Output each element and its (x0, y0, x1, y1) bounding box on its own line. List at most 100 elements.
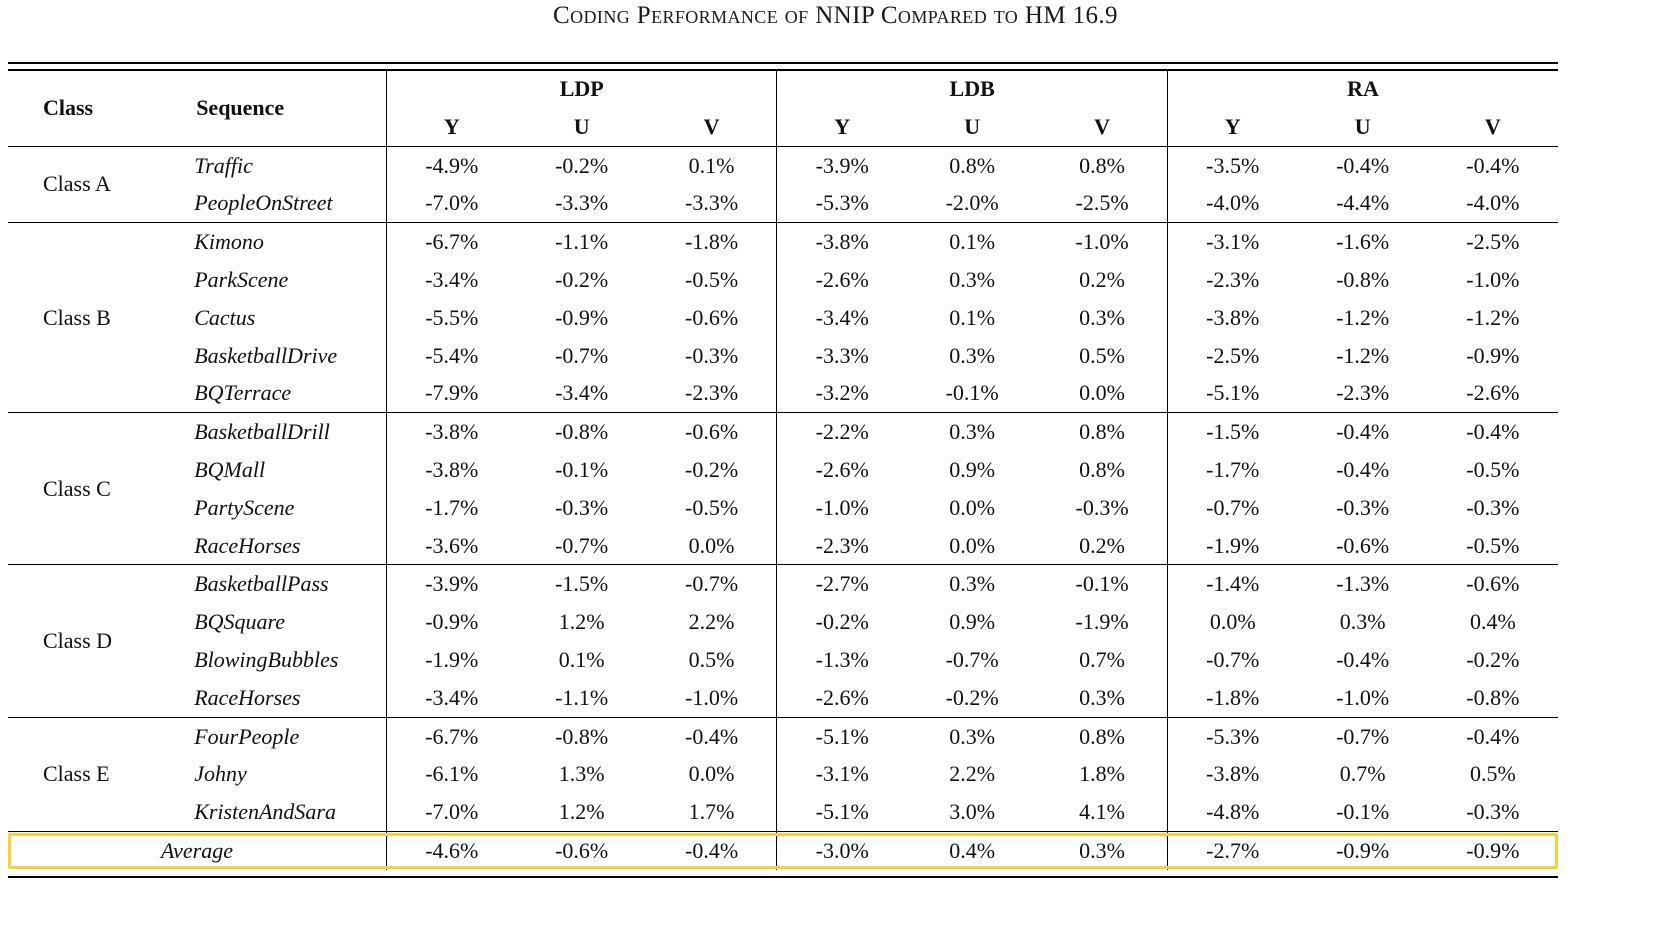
value-cell: -3.3% (776, 336, 908, 375)
table-row: RaceHorses -3.6% -0.7% 0.0% -2.3% 0.0% 0.2% -1.… (8, 526, 1558, 565)
value-cell: -3.4% (776, 298, 908, 337)
sequence-name: Johny (194, 761, 247, 787)
header-sequence: Sequence (196, 94, 285, 120)
average-value-cell: -0.4% (646, 830, 777, 870)
value-cell: 0.0% (688, 532, 735, 558)
table-row: Cactus -5.5% -0.9% -0.6% -3.4% 0.1% 0.3% -3.8% -… (8, 298, 1558, 337)
value-cell: -5.3% (776, 184, 908, 223)
value-cell: 0.8% (1037, 145, 1168, 185)
table-row: BQTerrace -7.9% -3.4% -2.3% -3.2% -0.1% 0.0% -5… (8, 374, 1558, 413)
value-cell: 0.0% (688, 761, 735, 787)
value-cell: -2.5% (1427, 222, 1558, 261)
value-cell: -1.8% (646, 222, 777, 261)
value-cell: 1.7% (688, 799, 735, 825)
table-row: BQMall -3.8% -0.1% -0.2% -2.6% 0.9% 0.8% -1.7% -… (8, 450, 1558, 489)
value-cell: -1.9% (1075, 609, 1129, 635)
value-cell: 0.8% (1037, 716, 1168, 756)
average-row: Average -4.6% -0.6% -0.4% -3.0% 0.4% 0.3% -2.7%… (8, 830, 1558, 870)
value-cell: 0.3% (949, 342, 996, 368)
value-cell: -2.5% (1166, 336, 1298, 375)
value-cell: -2.3% (1336, 380, 1390, 406)
value-cell: 1.8% (1079, 761, 1125, 787)
value-cell: -3.1% (1166, 222, 1298, 261)
header-group-ldp: LDP (385, 70, 777, 108)
value-cell: 0.9% (949, 609, 996, 635)
value-cell: -1.0% (1037, 222, 1168, 261)
sequence-name: Cactus (194, 304, 256, 330)
value-cell: -1.4% (1166, 564, 1298, 604)
value-cell: -0.4% (1427, 716, 1558, 756)
value-cell: 0.0% (949, 494, 996, 520)
table-row: Class B Kimono -6.7% -1.1% -1.8% -3.8% 0.1% -1.… (8, 222, 1558, 413)
average-value-cell: 0.4% (907, 830, 1038, 870)
sequence-name: Traffic (168, 145, 387, 185)
value-cell: -3.8% (385, 450, 517, 489)
value-cell: -2.6% (776, 678, 908, 718)
value-cell: 0.0% (949, 532, 996, 558)
sequence-name: Kimono (168, 222, 387, 261)
value-cell: -0.1% (1037, 564, 1168, 604)
value-cell: -0.3% (1336, 494, 1390, 520)
value-cell: -7.9% (385, 374, 517, 413)
value-cell: 0.7% (1079, 646, 1125, 672)
value-cell: -3.6% (385, 526, 517, 565)
value-cell: -0.4% (1297, 412, 1428, 451)
table-row: Class C BasketballDrill -3.8% -0.8% -0.6% -2.… (8, 412, 1558, 565)
value-cell: -3.8% (385, 412, 517, 451)
average-value-cell: -0.9% (1427, 830, 1558, 870)
value-cell: -0.9% (555, 304, 609, 330)
value-cell: -0.2% (945, 684, 999, 710)
sequence-name: BQSquare (194, 609, 286, 635)
value-cell: 2.2% (949, 761, 996, 787)
average-label: Average (8, 830, 387, 870)
value-cell: 3.0% (949, 799, 996, 825)
top-rule (8, 62, 1558, 64)
value-cell: -3.8% (1166, 755, 1298, 794)
value-cell: -0.9% (385, 603, 517, 641)
value-cell: 0.0% (1166, 603, 1298, 641)
value-cell: -4.4% (1336, 190, 1390, 216)
value-cell: 0.1% (949, 304, 996, 330)
header-ldp-y: Y (385, 107, 517, 147)
performance-table: Class Sequence LDP LDB RA Y U V Y U V Y … (8, 70, 1558, 870)
table-row: ParkScene -3.4% -0.2% -0.5% -2.6% 0.3% 0.2% -2.… (8, 260, 1558, 299)
value-cell: -6.7% (385, 716, 517, 756)
sequence-name: BQMall (194, 456, 266, 482)
value-cell: -2.0% (945, 190, 999, 216)
value-cell: 0.3% (907, 564, 1038, 604)
value-cell: -0.5% (685, 494, 739, 520)
value-cell: 0.9% (949, 456, 996, 482)
value-cell: -3.9% (385, 564, 517, 604)
value-cell: -1.3% (776, 640, 908, 679)
header-group-ldb: LDB (776, 70, 1168, 108)
value-cell: -0.7% (1297, 716, 1428, 756)
value-cell: -5.1% (776, 793, 908, 832)
value-cell: -3.4% (385, 260, 517, 299)
value-cell: -1.7% (385, 488, 517, 527)
value-cell: -5.1% (776, 716, 908, 756)
value-cell: -1.0% (685, 684, 739, 710)
value-cell: -3.4% (385, 678, 517, 718)
table-row: Class D BasketballPass -3.9% -1.5% -0.7% -2.7… (8, 564, 1558, 718)
value-cell: -0.5% (1466, 456, 1520, 482)
sequence-name: PeopleOnStreet (194, 190, 333, 216)
sequence-name: ParkScene (194, 266, 289, 292)
value-cell: -1.2% (1336, 304, 1390, 330)
value-cell: -2.6% (776, 260, 908, 299)
header-ldb-y: Y (776, 107, 908, 147)
value-cell: -0.4% (1336, 646, 1390, 672)
value-cell: -4.8% (1166, 793, 1298, 832)
value-cell: -3.3% (685, 190, 739, 216)
value-cell: 1.3% (558, 761, 605, 787)
value-cell: -1.2% (1466, 304, 1520, 330)
value-cell: -1.9% (385, 640, 517, 679)
sequence-name: RaceHorses (194, 532, 301, 558)
value-cell: -0.8% (1466, 684, 1520, 710)
value-cell: -0.7% (555, 532, 609, 558)
value-cell: -3.2% (776, 374, 908, 413)
value-cell: -5.5% (385, 298, 517, 337)
header-row-groups: Class Sequence LDP LDB RA (8, 70, 1558, 120)
average-value-cell: -3.0% (776, 830, 908, 870)
header-group-ra: RA (1166, 70, 1558, 108)
value-cell: -0.6% (1336, 532, 1390, 558)
